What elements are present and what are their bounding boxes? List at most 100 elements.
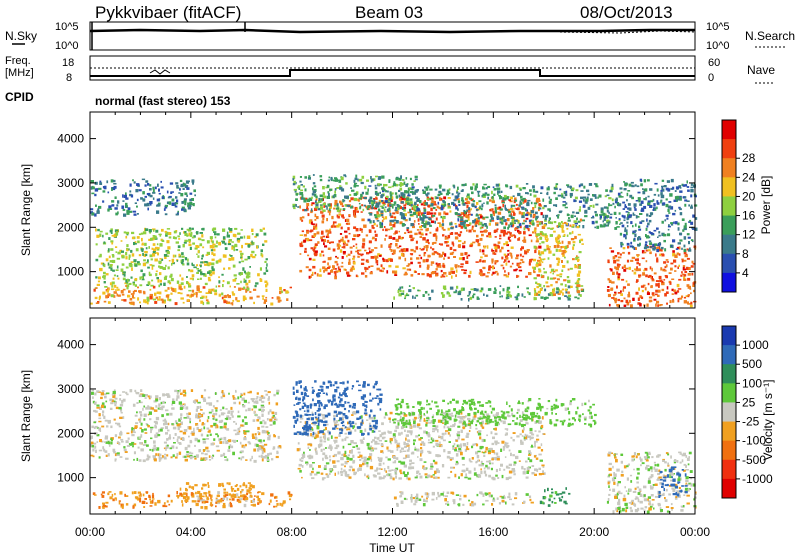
velocity-data-cell xyxy=(105,401,107,403)
velocity-data-cell xyxy=(283,500,286,503)
velocity-data-cell xyxy=(176,423,178,425)
power-data-cell xyxy=(433,234,436,237)
power-data-cell xyxy=(579,201,582,203)
power-data-cell xyxy=(159,193,161,195)
power-data-cell xyxy=(335,268,337,270)
power-data-cell xyxy=(92,186,94,189)
power-data-cell xyxy=(110,240,113,242)
power-data-cell xyxy=(361,219,364,222)
power-data-cell xyxy=(683,279,686,282)
power-data-cell xyxy=(495,210,497,213)
power-data-cell xyxy=(488,288,491,291)
power-data-cell xyxy=(328,180,330,182)
power-data-cell xyxy=(555,197,558,200)
power-data-cell xyxy=(624,298,626,300)
velocity-data-cell xyxy=(201,395,203,398)
velocity-data-cell xyxy=(243,430,245,432)
power-data-cell xyxy=(395,230,398,234)
power-data-cell xyxy=(346,244,349,247)
velocity-data-cell xyxy=(138,437,140,439)
velocity-data-cell xyxy=(242,419,244,422)
power-data-cell xyxy=(605,189,608,192)
power-data-cell xyxy=(406,293,408,295)
power-data-cell xyxy=(672,300,674,303)
velocity-data-cell xyxy=(180,407,183,410)
power-data-cell xyxy=(625,227,627,230)
velocity-data-cell xyxy=(98,418,101,420)
power-data-cell xyxy=(397,207,399,210)
power-data-cell xyxy=(219,294,221,297)
velocity-data-cell xyxy=(239,498,242,500)
radar-title: Pykkvibaer (fitACF) xyxy=(95,3,241,22)
velocity-data-cell xyxy=(268,391,271,393)
velocity-data-cell xyxy=(484,471,486,474)
velocity-data-cell xyxy=(223,489,226,491)
power-data-cell xyxy=(531,210,534,213)
velocity-data-cell xyxy=(233,430,236,432)
power-data-cell xyxy=(176,200,178,203)
power-data-cell xyxy=(248,256,251,259)
power-data-cell xyxy=(536,221,539,223)
power-data-cell xyxy=(578,294,580,296)
power-data-cell xyxy=(227,302,230,304)
power-data-cell xyxy=(198,291,202,293)
power-data-cell xyxy=(129,264,132,267)
power-data-cell xyxy=(570,193,573,196)
velocity-data-cell xyxy=(150,428,153,430)
power-data-cell xyxy=(448,203,450,206)
power-data-cell xyxy=(683,269,686,271)
power-data-cell xyxy=(548,221,551,224)
power-data-cell xyxy=(574,220,577,223)
power-data-cell xyxy=(239,251,242,253)
power-data-cell xyxy=(670,268,673,271)
power-data-cell xyxy=(547,276,549,279)
power-data-cell xyxy=(577,226,580,228)
velocity-data-cell xyxy=(103,505,106,507)
power-data-cell xyxy=(342,256,344,259)
power-data-cell xyxy=(434,221,436,224)
power-data-cell xyxy=(684,245,686,248)
power-data-cell xyxy=(232,293,235,295)
velocity-data-cell xyxy=(135,415,138,417)
power-data-cell xyxy=(122,200,124,202)
velocity-data-cell xyxy=(119,426,121,428)
velocity-data-cell xyxy=(102,495,105,498)
power-data-cell xyxy=(556,183,559,185)
power-data-cell xyxy=(532,207,534,210)
power-data-cell xyxy=(357,250,360,252)
power-data-cell xyxy=(650,246,652,248)
power-data-cell xyxy=(627,190,630,192)
power-data-cell xyxy=(121,299,123,301)
velocity-data-cell xyxy=(366,462,368,465)
power-data-cell xyxy=(515,208,517,210)
power-data-cell xyxy=(595,214,598,217)
power-data-cell xyxy=(412,296,414,299)
power-data-cell xyxy=(264,261,266,263)
power-data-cell xyxy=(117,275,119,277)
power-data-cell xyxy=(572,211,575,213)
power-data-cell xyxy=(341,266,344,268)
power-data-cell xyxy=(462,257,465,260)
power-data-cell xyxy=(364,250,366,252)
power-data-cell xyxy=(149,188,152,191)
power-data-cell xyxy=(96,302,99,304)
power-data-cell xyxy=(684,225,687,228)
power-data-cell xyxy=(335,188,337,190)
power-data-cell xyxy=(624,188,627,190)
power-data-cell xyxy=(576,284,578,287)
power-data-cell xyxy=(184,240,188,242)
velocity-data-cell xyxy=(279,503,281,506)
power-data-cell xyxy=(196,295,198,298)
power-data-cell xyxy=(187,263,190,266)
velocity-data-cell xyxy=(140,448,144,451)
power-data-cell xyxy=(414,297,416,299)
velocity-data-cell xyxy=(207,482,209,485)
power-data-cell xyxy=(102,292,105,295)
power-data-cell xyxy=(668,229,670,231)
power-data-cell xyxy=(240,253,243,255)
power-data-cell xyxy=(566,228,568,230)
power-data-cell xyxy=(576,189,579,191)
power-data-cell xyxy=(189,202,192,205)
power-data-cell xyxy=(142,191,145,194)
power-data-cell xyxy=(103,264,105,267)
